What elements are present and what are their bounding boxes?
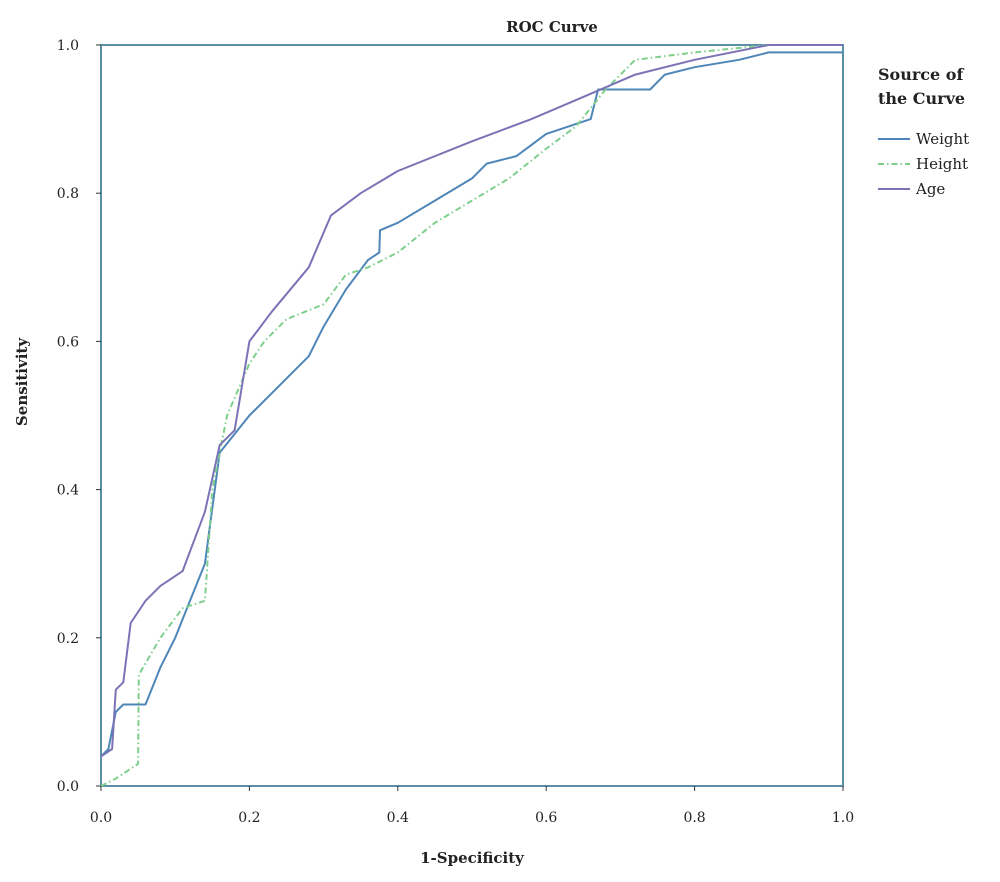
x-tick-label: 0.8 [683,810,705,826]
legend-label-weight: Weight [916,130,969,148]
y-tick-label: 0.4 [57,483,79,499]
x-tick-label: 1.0 [832,810,854,826]
y-tick-label: 0.0 [57,779,79,795]
legend-label-age: Age [915,180,945,198]
y-tick-label: 0.2 [57,631,79,647]
x-axis-ticks: 0.0 0.2 0.4 0.6 0.8 1.0 [90,786,854,826]
y-tick-label: 1.0 [57,38,79,54]
roc-series-group [100,44,843,787]
legend-title-line-2: the Curve [878,89,965,108]
legend-label-height: Height [916,155,968,173]
legend-items: Weight Height Age [878,130,969,198]
chart-title: ROC Curve [506,18,598,36]
legend: Source of the Curve Weight Height Age [878,65,969,198]
series-line-height [100,44,843,787]
x-tick-label: 0.4 [387,810,409,826]
y-tick-label: 0.6 [57,334,79,350]
legend-title-line-1: Source of [878,65,964,84]
x-axis-title: 1-Specificity [420,849,525,867]
x-tick-label: 0.2 [238,810,260,826]
series-line-age [100,44,843,758]
series-line-weight [100,51,843,758]
y-tick-label: 0.8 [57,186,79,202]
x-tick-label: 0.0 [90,810,112,826]
y-axis-title: Sensitivity [13,337,31,426]
x-tick-label: 0.6 [535,810,557,826]
y-axis-ticks: 0.0 0.2 0.4 0.6 0.8 1.0 [57,38,101,795]
plot-frame [100,44,844,787]
